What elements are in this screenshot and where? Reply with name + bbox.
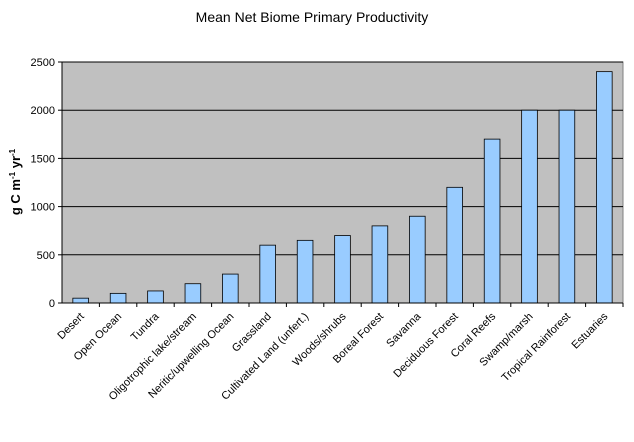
chart-title: Mean Net Biome Primary Productivity	[196, 9, 429, 25]
y-axis-label-mid: yr	[8, 156, 23, 172]
bar-cultivated-land-unfert	[296, 239, 314, 304]
x-tick-label: Deciduous Forest	[391, 311, 460, 380]
y-tick-label: 0	[49, 298, 55, 310]
bar-oligotrophic-lake-stream	[184, 283, 202, 304]
bar-tropical-rainforest	[558, 109, 576, 304]
y-axis-label-sup1: -1	[8, 171, 17, 179]
bar-woods-shrubs	[334, 235, 351, 304]
x-tick-label: Tropical Rainforest	[500, 311, 573, 384]
bar-neritic-upwelling-ocean	[222, 273, 239, 304]
bar-coral-reefs	[483, 138, 501, 304]
y-axis-label-main: g C m	[8, 179, 23, 215]
y-tick-labels: 0 500 1000 1500 2000 2500	[31, 57, 62, 310]
bar-savanna	[409, 215, 426, 304]
y-tick-label: 1500	[31, 153, 55, 165]
bar-boreal-forest	[371, 225, 389, 304]
y-tick-label: 2500	[31, 57, 55, 69]
y-axis-label-sup2: -1	[8, 148, 17, 156]
y-tick-label: 1000	[31, 202, 55, 214]
bar-estuaries	[596, 71, 613, 304]
bar-open-ocean	[109, 292, 127, 304]
y-axis-label: g C m-1 yr-1	[8, 148, 23, 215]
x-tick-label: Desert	[55, 311, 86, 342]
y-tick-label: 2000	[31, 105, 55, 117]
x-tick-label: Estuaries	[570, 310, 611, 351]
x-tick-label: Tundra	[129, 310, 162, 343]
bar-grassland	[259, 244, 276, 304]
bars	[72, 71, 613, 304]
bar-swamp-marsh	[521, 109, 538, 304]
bar-desert	[72, 297, 89, 304]
y-tick-label: 500	[37, 250, 55, 262]
bar-tundra	[147, 290, 164, 304]
bar-deciduous-forest	[446, 186, 463, 304]
